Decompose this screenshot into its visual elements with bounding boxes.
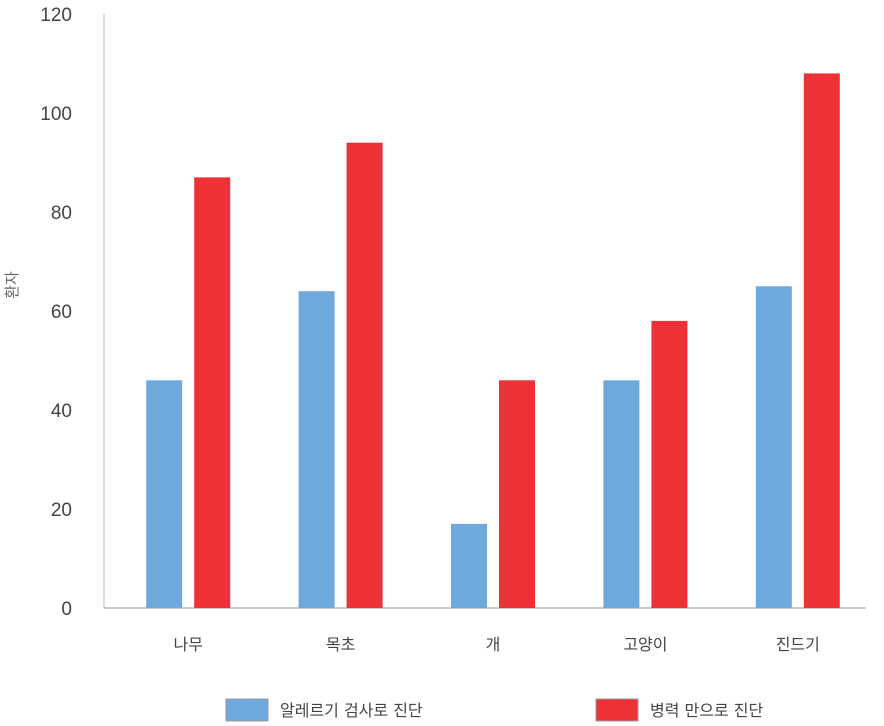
- x-axis-categories: 나무 목초 개 고양이 진드기: [173, 635, 819, 654]
- bar-history-only-5: [803, 73, 840, 608]
- legend-label: 병력 만으로 진단: [650, 701, 763, 720]
- y-tick-label: 20: [51, 500, 72, 521]
- bar-allergy-test-5: [755, 286, 792, 608]
- legend-label: 알레르기 검사로 진단: [280, 701, 423, 720]
- y-tick-label: 120: [40, 5, 72, 26]
- bar-allergy-test-1: [146, 380, 183, 608]
- x-category-label: 목초: [326, 635, 355, 654]
- bars: [146, 73, 840, 608]
- bar-allergy-test-4: [603, 380, 640, 608]
- bar-history-only-1: [194, 177, 231, 608]
- bar-history-only-3: [499, 380, 535, 608]
- y-tick-label: 100: [40, 104, 72, 125]
- bar-history-only-2: [346, 142, 383, 608]
- x-category-label: 개: [486, 635, 501, 654]
- y-axis-label: 환자: [3, 271, 21, 299]
- bar-allergy-test-2: [298, 291, 335, 608]
- y-tick-label: 0: [61, 599, 72, 620]
- legend: 알레르기 검사로 진단 병력 만으로 진단: [225, 698, 763, 722]
- y-tick-label: 60: [51, 302, 72, 323]
- y-axis-ticks: 0 20 40 60 80 100 120: [40, 5, 72, 620]
- x-category-label: 진드기: [776, 635, 820, 654]
- bar-allergy-test-3: [451, 523, 487, 608]
- y-tick-label: 40: [51, 401, 72, 422]
- bar-history-only-4: [651, 320, 688, 608]
- legend-swatch: [595, 698, 639, 722]
- legend-swatch: [225, 698, 269, 722]
- x-category-label: 나무: [173, 635, 202, 654]
- y-tick-label: 80: [51, 203, 72, 224]
- x-category-label: 고양이: [623, 635, 667, 654]
